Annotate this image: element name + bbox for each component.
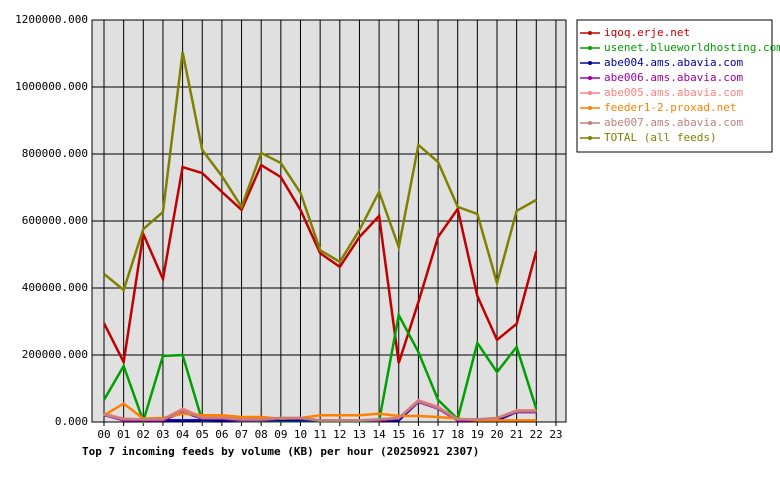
x-tick-label: 20 bbox=[490, 428, 503, 441]
legend-label: iqoq.erje.net bbox=[604, 26, 690, 39]
legend-label: abe007.ams.abavia.com bbox=[604, 116, 743, 129]
x-tick-label: 19 bbox=[471, 428, 484, 441]
legend-marker bbox=[588, 106, 592, 110]
x-tick-label: 08 bbox=[255, 428, 268, 441]
legend-box bbox=[576, 19, 773, 153]
legend-label: abe005.ams.abavia.com bbox=[604, 86, 743, 99]
x-tick-label: 03 bbox=[156, 428, 169, 441]
x-tick-label: 16 bbox=[412, 428, 425, 441]
x-tick-label: 09 bbox=[274, 428, 287, 441]
x-tick-label: 18 bbox=[451, 428, 464, 441]
y-tick-label: 600000.000 bbox=[22, 214, 88, 227]
legend-marker bbox=[588, 31, 592, 35]
legend-marker bbox=[588, 76, 592, 80]
legend-marker bbox=[588, 61, 592, 65]
y-tick-label: 200000.000 bbox=[22, 348, 88, 361]
x-tick-label: 05 bbox=[196, 428, 209, 441]
y-tick-label: 1000000.000 bbox=[15, 80, 88, 93]
series-line bbox=[103, 51, 537, 293]
y-tick-label: 400000.000 bbox=[22, 281, 88, 294]
x-tick-label: 10 bbox=[294, 428, 307, 441]
x-tick-label: 12 bbox=[333, 428, 346, 441]
x-tick-label: 21 bbox=[510, 428, 523, 441]
x-tick-label: 07 bbox=[235, 428, 248, 441]
y-tick-label: 800000.000 bbox=[22, 147, 88, 160]
legend-marker bbox=[588, 121, 592, 125]
y-tick-label: 1200000.000 bbox=[15, 13, 88, 26]
legend-label: abe006.ams.abavia.com bbox=[604, 71, 743, 84]
legend-label: TOTAL (all feeds) bbox=[604, 131, 717, 144]
legend-label: feeder1-2.proxad.net bbox=[604, 101, 736, 114]
legend-marker bbox=[588, 46, 592, 50]
x-tick-label: 17 bbox=[431, 428, 444, 441]
x-tick-label: 13 bbox=[353, 428, 366, 441]
legend-marker bbox=[588, 91, 592, 95]
x-tick-label: 23 bbox=[549, 428, 562, 441]
series-line bbox=[102, 163, 538, 367]
x-tick-label: 06 bbox=[215, 428, 228, 441]
x-tick-label: 00 bbox=[97, 428, 110, 441]
series-line bbox=[103, 399, 537, 422]
x-tick-label: 11 bbox=[314, 428, 327, 441]
legend-label: usenet.blueworldhosting.com bbox=[604, 41, 780, 54]
x-tick-label: 01 bbox=[117, 428, 130, 441]
x-tick-label: 22 bbox=[530, 428, 543, 441]
chart-title: Top 7 incoming feeds by volume (KB) per … bbox=[82, 445, 479, 458]
x-tick-label: 02 bbox=[137, 428, 150, 441]
x-tick-label: 14 bbox=[372, 428, 386, 441]
y-tick-label: 0.000 bbox=[55, 415, 88, 428]
legend-label: abe004.ams.abavia.com bbox=[604, 56, 743, 69]
x-tick-label: 04 bbox=[176, 428, 190, 441]
x-tick-label: 15 bbox=[392, 428, 405, 441]
legend-marker bbox=[588, 136, 592, 140]
